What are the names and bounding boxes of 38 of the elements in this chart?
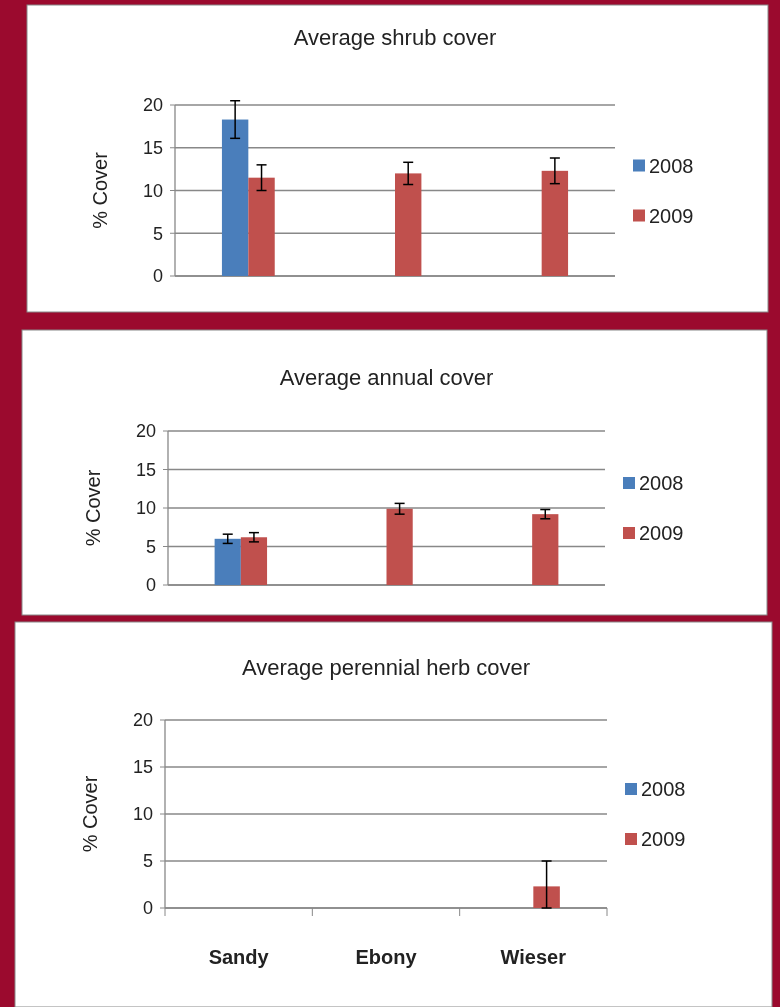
bar [386, 508, 413, 585]
bar [221, 119, 249, 276]
bar [532, 514, 559, 585]
y-tick-label: 10 [135, 498, 156, 519]
y-tick-label: 20 [132, 710, 153, 731]
chart-title: Average perennial herb cover [241, 655, 531, 680]
x-tick-label: Ebony [355, 946, 418, 968]
y-tick-label: 10 [142, 180, 163, 201]
x-tick-label: Sandy [208, 946, 270, 968]
y-tick-label: 5 [142, 851, 153, 872]
bar [395, 173, 422, 276]
chart-title: Average shrub cover [293, 25, 497, 50]
y-tick-label: 15 [142, 138, 163, 159]
legend-label: 2009 [639, 522, 684, 544]
bar [214, 538, 241, 585]
legend-label: 2008 [641, 778, 686, 800]
y-tick-label: 15 [135, 459, 156, 480]
y-tick-label: 5 [152, 223, 163, 244]
y-tick-label: 0 [142, 898, 153, 919]
y-tick-label: 0 [145, 575, 156, 596]
chart-title: Average annual cover [279, 365, 494, 390]
y-tick-label: 0 [152, 266, 163, 287]
y-axis-title: % Cover [82, 469, 104, 547]
legend-label: 2009 [641, 828, 686, 850]
y-axis-title: % Cover [79, 775, 101, 853]
y-tick-label: 10 [132, 804, 153, 825]
legend-label: 2008 [639, 472, 684, 494]
y-tick-label: 5 [145, 536, 156, 557]
x-tick-label: Wieser [500, 946, 567, 968]
legend-label: 2009 [649, 204, 694, 227]
y-tick-label: 20 [142, 95, 163, 116]
bar [240, 537, 268, 585]
y-tick-label: 15 [132, 757, 153, 778]
y-axis-title: % Cover [89, 151, 111, 229]
bar [541, 170, 569, 276]
legend-label: 2008 [649, 154, 694, 177]
y-tick-label: 20 [135, 421, 156, 442]
bar [248, 177, 275, 276]
